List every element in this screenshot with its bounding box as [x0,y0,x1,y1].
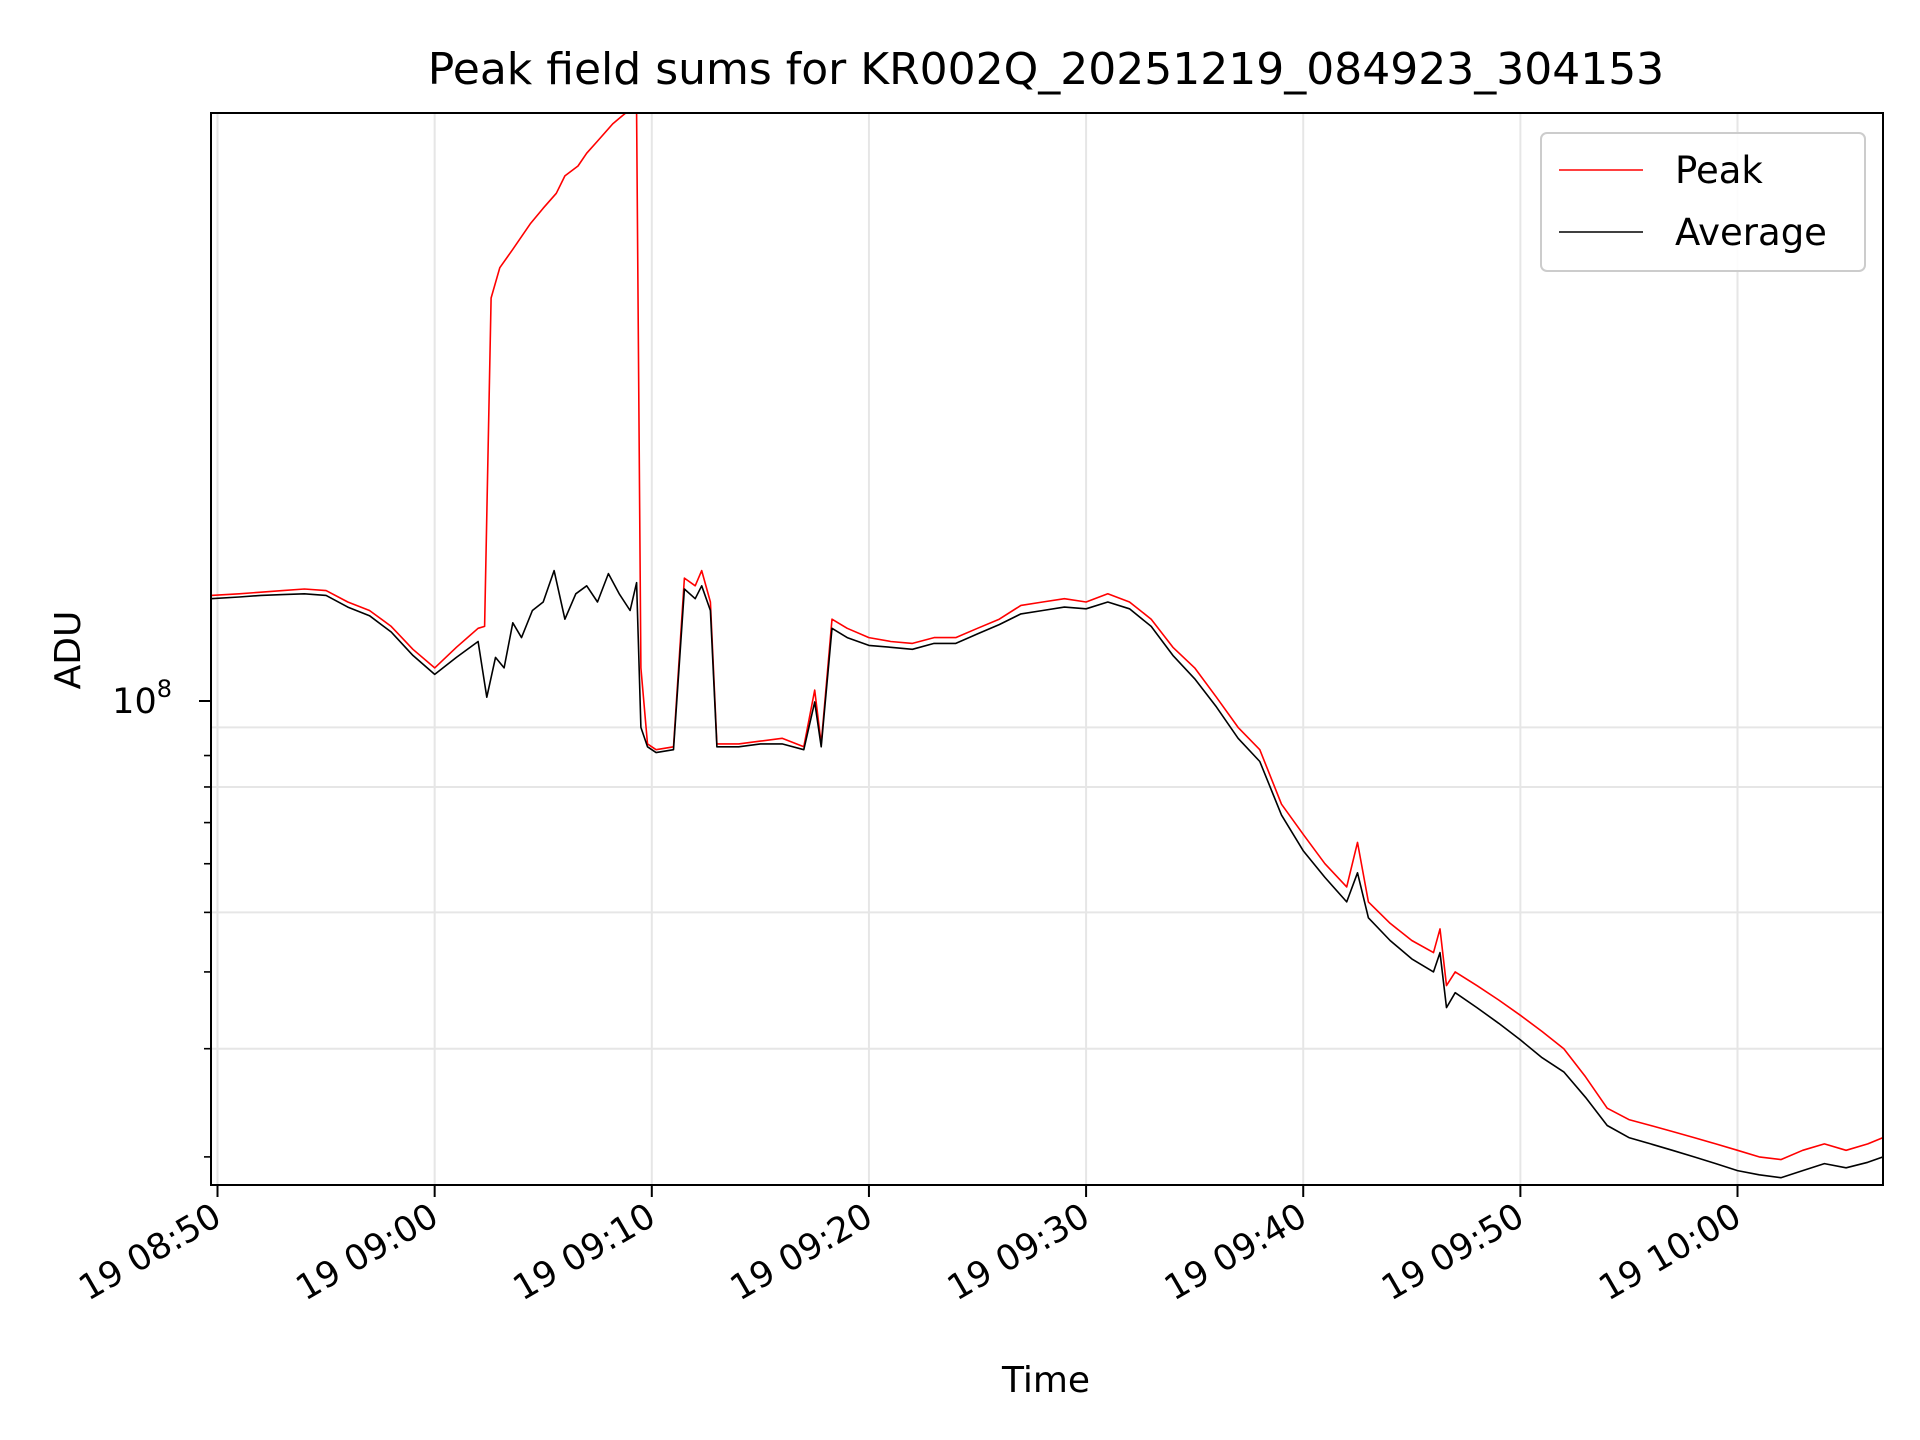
series-line-peak [211,113,1883,1161]
series-layer [211,113,1883,1179]
legend-peak-label: Peak [1675,149,1763,192]
legend: Peak Average [1540,132,1866,272]
y-major-tick: 108 [112,675,211,722]
y-tick-label: 108 [112,675,172,722]
grid [211,113,1883,1185]
x-axis-label: Time [1001,1360,1090,1401]
y-tick-exponent: 8 [157,675,172,703]
series-line-average [211,569,1883,1179]
plot-frame [210,112,1884,1186]
legend-average-label: Average [1675,211,1827,254]
legend-box [1540,132,1866,272]
y-minor-ticks [204,754,211,1158]
y-axis-label: ADU [48,611,89,690]
y-tick-base: 10 [112,682,157,722]
chart-title: Peak field sums for KR002Q_20251219_0849… [428,44,1664,95]
